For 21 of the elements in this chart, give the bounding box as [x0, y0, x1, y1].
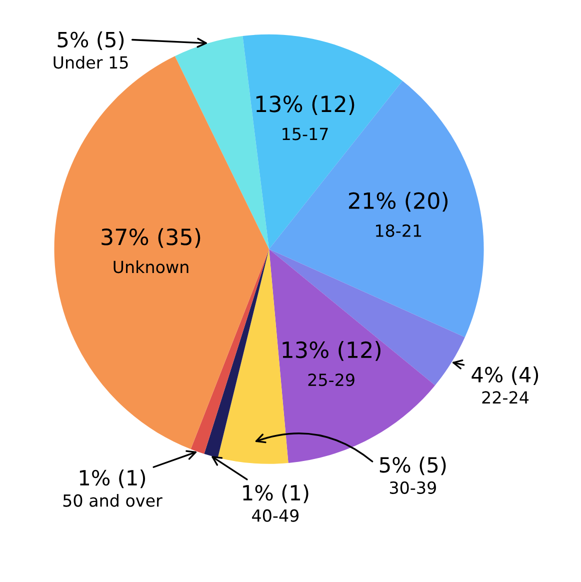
data-label: 37% (35): [102, 228, 200, 248]
slice-label: 50 and over: [63, 494, 162, 507]
slice-label: 40-49: [252, 509, 299, 522]
slice-label: Under 15: [54, 56, 128, 69]
slice-label: 22-24: [482, 391, 529, 404]
pie-slice: [204, 249, 270, 458]
slice-label: 18-21: [376, 224, 422, 237]
data-label: 21% (20): [348, 192, 448, 212]
data-label: 4% (4): [472, 366, 538, 385]
slice-label: 15-17: [282, 128, 328, 140]
pie-slice: [190, 249, 270, 454]
pie-slice: [269, 249, 465, 386]
data-label: 13% (12): [282, 341, 380, 361]
data-label: 1% (1): [243, 484, 308, 504]
slice-label: Unknown: [114, 260, 188, 274]
slice-label: 25-29: [308, 374, 354, 386]
data-label: 1% (1): [80, 470, 146, 488]
slice-label: 30-39: [390, 481, 436, 494]
data-label: 5% (5): [380, 456, 446, 476]
data-label: 13% (12): [256, 95, 354, 115]
data-label: 5% (5): [58, 31, 124, 50]
